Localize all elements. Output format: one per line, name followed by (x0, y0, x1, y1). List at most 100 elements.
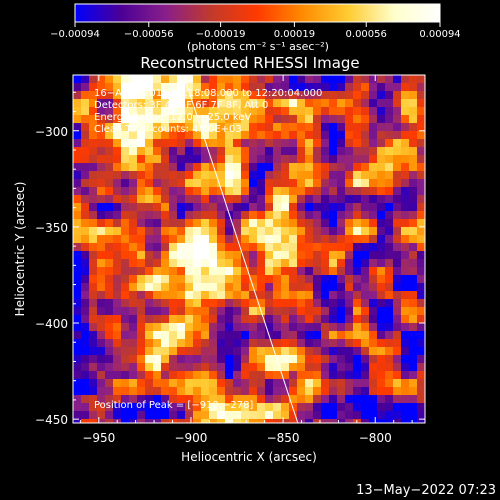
heatmap-cell (345, 195, 353, 203)
heatmap-cell (145, 91, 153, 99)
heatmap-cell (153, 203, 161, 211)
heatmap-cell (209, 227, 217, 235)
heatmap-cell (353, 91, 361, 99)
heatmap-cell (417, 275, 425, 283)
heatmap-cell (369, 163, 377, 171)
heatmap-cell (273, 379, 281, 387)
y-tick-label: −450 (35, 413, 68, 427)
heatmap-cell (113, 323, 121, 331)
heatmap-cell (201, 243, 209, 251)
heatmap-cell (321, 307, 329, 315)
heatmap-cell (153, 123, 161, 131)
heatmap-cell (137, 259, 145, 267)
heatmap-cell (385, 403, 393, 411)
heatmap-cell (297, 227, 305, 235)
heatmap-cell (265, 291, 273, 299)
heatmap-cell (73, 195, 81, 203)
heatmap-cell (137, 131, 145, 139)
heatmap-cell (73, 227, 81, 235)
heatmap-cell (121, 211, 129, 219)
heatmap-cell (385, 131, 393, 139)
heatmap-cell (209, 299, 217, 307)
heatmap-cell (153, 155, 161, 163)
heatmap-cell (97, 371, 105, 379)
heatmap-cell (121, 267, 129, 275)
heatmap-cell (337, 131, 345, 139)
heatmap-cell (81, 403, 89, 411)
heatmap-cell (409, 155, 417, 163)
heatmap-cell (113, 299, 121, 307)
heatmap-cell (321, 363, 329, 371)
heatmap-cell (249, 75, 257, 83)
heatmap-cell (225, 235, 233, 243)
heatmap-cell (393, 307, 401, 315)
heatmap-cell (209, 363, 217, 371)
heatmap-cell (113, 83, 121, 91)
heatmap-cell (385, 99, 393, 107)
heatmap-cell (217, 83, 225, 91)
heatmap-cell (337, 371, 345, 379)
heatmap-cell (105, 395, 113, 403)
heatmap-cell (353, 187, 361, 195)
heatmap-cell (249, 371, 257, 379)
heatmap-cell (345, 187, 353, 195)
heatmap-cell (393, 75, 401, 83)
heatmap-cell (233, 251, 241, 259)
heatmap-cell (209, 139, 217, 147)
heatmap-cell (241, 107, 249, 115)
heatmap-cell (409, 251, 417, 259)
heatmap-cell (377, 419, 385, 423)
heatmap-cell (377, 307, 385, 315)
heatmap-cell (377, 107, 385, 115)
heatmap-cell (401, 387, 409, 395)
heatmap-cell (73, 331, 81, 339)
heatmap-cell (385, 211, 393, 219)
heatmap-cell (361, 387, 369, 395)
heatmap-cell (273, 283, 281, 291)
heatmap-cell (297, 339, 305, 347)
heatmap-cell (97, 107, 105, 115)
heatmap-cell (153, 395, 161, 403)
heatmap-cell (321, 123, 329, 131)
heatmap-cell (161, 203, 169, 211)
heatmap-cell (337, 291, 345, 299)
heatmap-cell (369, 299, 377, 307)
heatmap-cell (113, 211, 121, 219)
heatmap-cell (369, 275, 377, 283)
heatmap-cell (385, 379, 393, 387)
heatmap-cell (305, 339, 313, 347)
heatmap-cell (265, 243, 273, 251)
heatmap-cell (313, 195, 321, 203)
heatmap-cell (201, 187, 209, 195)
heatmap-cell (361, 419, 369, 423)
heatmap-cell (265, 139, 273, 147)
heatmap-cell (249, 315, 257, 323)
heatmap-cell (153, 163, 161, 171)
heatmap-cell (273, 331, 281, 339)
heatmap-cell (169, 283, 177, 291)
heatmap-cell (233, 395, 241, 403)
heatmap-cell (401, 291, 409, 299)
heatmap-cell (417, 355, 425, 363)
heatmap-cell (289, 83, 297, 91)
heatmap-cell (73, 363, 81, 371)
heatmap-cell (265, 355, 273, 363)
heatmap-cell (297, 171, 305, 179)
heatmap-cell (161, 371, 169, 379)
heatmap-cell (193, 307, 201, 315)
heatmap-cell (177, 219, 185, 227)
heatmap-cell (145, 235, 153, 243)
heatmap-cell (313, 75, 321, 83)
heatmap-cell (161, 211, 169, 219)
heatmap-cell (417, 179, 425, 187)
heatmap-cell (305, 203, 313, 211)
heatmap-cell (201, 179, 209, 187)
heatmap-cell (89, 323, 97, 331)
heatmap-cell (257, 131, 265, 139)
heatmap-cell (129, 315, 137, 323)
heatmap-cell (177, 243, 185, 251)
heatmap-cell (169, 323, 177, 331)
heatmap-cell (257, 91, 265, 99)
heatmap-cell (177, 379, 185, 387)
